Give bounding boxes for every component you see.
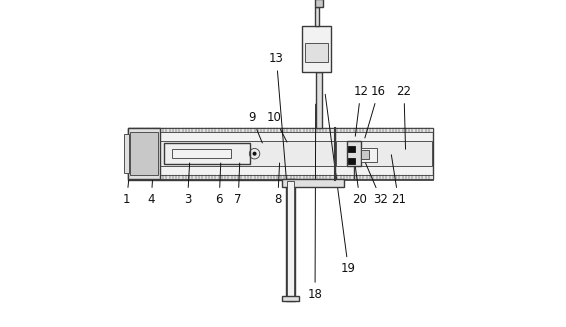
Bar (335, 128, 434, 179)
Bar (128, 175, 335, 179)
Text: 3: 3 (184, 163, 191, 206)
Text: 19: 19 (325, 94, 356, 275)
Bar (348, 146, 355, 152)
Text: 32: 32 (361, 153, 388, 206)
Bar (287, 181, 294, 301)
Text: 6: 6 (216, 163, 223, 206)
Circle shape (253, 152, 256, 155)
Bar (362, 148, 377, 162)
Bar (348, 158, 355, 164)
Bar (305, 43, 328, 62)
Text: 12: 12 (353, 85, 368, 136)
Text: 13: 13 (269, 52, 288, 203)
Text: 22: 22 (397, 85, 411, 149)
Bar (316, 72, 322, 128)
Text: 4: 4 (148, 163, 155, 206)
Bar (335, 175, 434, 179)
Bar (128, 128, 335, 132)
Text: 16: 16 (365, 85, 386, 138)
Bar (164, 143, 250, 164)
Text: 1: 1 (123, 152, 132, 206)
Bar (282, 179, 345, 187)
Bar (130, 132, 158, 175)
Text: 18: 18 (307, 104, 323, 301)
Text: 8: 8 (274, 163, 281, 206)
Bar (362, 150, 370, 159)
Text: 21: 21 (391, 155, 406, 206)
Bar (128, 128, 335, 179)
Bar (336, 141, 432, 166)
Text: 7: 7 (234, 163, 242, 206)
Bar (282, 296, 299, 301)
Bar (129, 141, 335, 166)
Text: 9: 9 (248, 111, 262, 143)
Text: 10: 10 (267, 111, 287, 142)
Bar (128, 128, 160, 179)
Bar (172, 149, 231, 158)
Bar (125, 134, 129, 173)
Bar (347, 141, 362, 166)
Bar (302, 26, 332, 72)
Bar (286, 179, 295, 301)
Bar (315, 0, 323, 7)
Bar (335, 128, 434, 132)
Bar (315, 7, 319, 26)
Text: 20: 20 (353, 155, 367, 206)
